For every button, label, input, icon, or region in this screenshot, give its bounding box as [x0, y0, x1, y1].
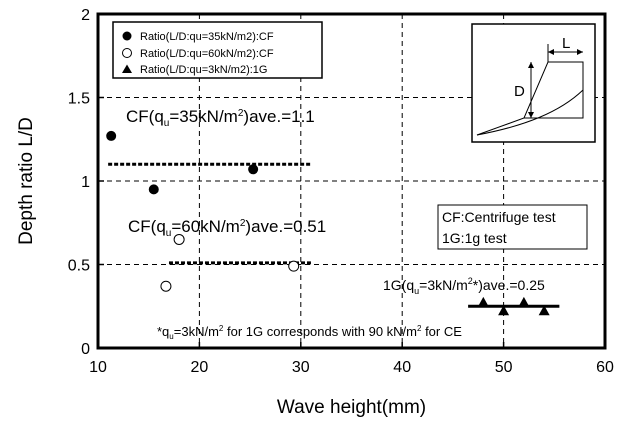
legend-label-3: Ratio(L/D:qu=3kN/m2):1G — [140, 64, 267, 76]
data-point-triangle — [518, 296, 530, 307]
y-tick-label: 0 — [81, 341, 90, 358]
inset-length-arrowhead-right — [577, 49, 583, 55]
inset-depth-arrowhead-top — [528, 62, 534, 68]
x-tick-label: 10 — [89, 359, 107, 376]
x-tick-label: 50 — [495, 359, 513, 376]
data-point-filled-circle — [106, 130, 117, 141]
test-type-box: CF:Centrifuge test 1G:1g test — [437, 204, 588, 250]
legend-marker-open-circle — [122, 48, 132, 58]
avg-label-60: CF(qu=60kN/m2)ave.=0.51 — [128, 217, 326, 239]
legend-box — [112, 21, 323, 79]
avg-label-35: CF(qu=35kN/m2)ave.=1.1 — [126, 107, 315, 129]
data-point-triangle — [477, 296, 489, 307]
legend-marker-filled-circle — [122, 31, 132, 41]
axis-ticks: 10 20 30 40 50 60 0 0.5 1 1.5 2 — [68, 7, 614, 376]
y-tick-label: 1 — [81, 174, 90, 191]
inset-label-depth: D — [514, 83, 525, 100]
legend: Ratio(L/D:qu=35kN/m2):CF Ratio(L/D:qu=60… — [112, 21, 323, 79]
y-tick-label: 1.5 — [68, 91, 90, 108]
data-point-open-circle — [288, 260, 300, 272]
y-axis-label: Depth ratio L/D — [16, 117, 37, 245]
data-point-filled-circle — [248, 164, 259, 175]
x-tick-label: 60 — [596, 359, 614, 376]
inset-depth-arrowhead-bottom — [528, 112, 534, 118]
y-tick-label: 0.5 — [68, 258, 90, 275]
data-point-triangle — [498, 305, 510, 316]
inset-box — [471, 23, 596, 143]
data-point-triangle — [538, 305, 550, 316]
legend-label-35: Ratio(L/D:qu=35kN/m2):CF — [140, 31, 274, 43]
legend-label-60: Ratio(L/D:qu=60kN/m2):CF — [140, 48, 274, 60]
avg-label-3: 1G(qu=3kN/m2*)ave.=0.25 — [383, 276, 545, 296]
test-type-cf: CF:Centrifuge test — [442, 209, 556, 225]
data-point-filled-circle — [148, 184, 159, 195]
test-type-1g: 1G:1g test — [442, 230, 507, 246]
y-tick-label: 2 — [81, 7, 90, 24]
x-tick-label: 30 — [292, 359, 310, 376]
inset-label-length: L — [562, 35, 570, 52]
x-axis-label: Wave height(mm) — [277, 397, 426, 418]
legend-marker-triangle — [122, 64, 132, 73]
data-point-open-circle — [160, 280, 172, 292]
inset-length-arrowhead-left — [548, 49, 554, 55]
test-type-box-frame — [437, 204, 588, 250]
data-point-open-circle — [173, 233, 185, 245]
x-tick-label: 40 — [393, 359, 411, 376]
footnote: *qu=3kN/m2 for 1G corresponds with 90 kN… — [157, 324, 462, 341]
x-tick-label: 20 — [191, 359, 209, 376]
inset-curve — [476, 89, 584, 136]
inset-slope — [476, 61, 584, 136]
inset-diagram: L D — [471, 23, 596, 143]
data-points — [106, 130, 550, 316]
